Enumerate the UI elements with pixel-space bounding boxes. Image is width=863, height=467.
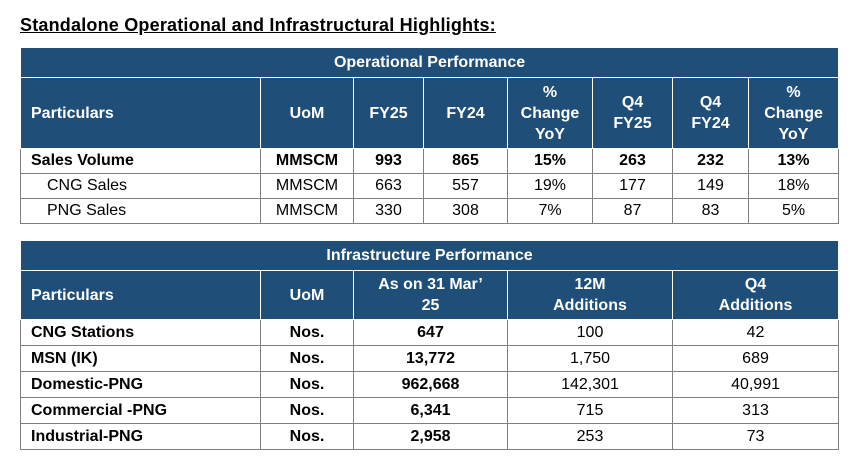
table-row: CNG Sales MMSCM 663 557 19% 177 149 18% (20, 173, 840, 199)
header-text-line: YoY (535, 125, 565, 143)
header-text-line: Change (520, 104, 580, 122)
header-row: Particulars UoM As on 31 Mar’ 25 12M Addition… (20, 270, 840, 320)
header-text-line: % (786, 83, 801, 101)
header-text-line: Change (764, 104, 823, 122)
column-header: UoM (260, 77, 354, 149)
header-text-line: As on 31 Mar’ (378, 276, 483, 293)
table-cell: Nos. (260, 319, 354, 346)
row-label: Sales Volume (20, 148, 261, 174)
infrastructure-performance-table: Infrastructure Performance Particulars Uo… (19, 240, 840, 450)
header-text-line: % (542, 83, 558, 101)
header-text-line: FY24 (691, 115, 730, 132)
table-row: Sales Volume MMSCM 993 865 15% 263 232 13% (20, 148, 840, 174)
header-text-line: Q4 (699, 94, 722, 111)
header-text-line: Additions (553, 297, 627, 314)
column-header: UoM (260, 270, 354, 320)
table-cell: 100 (507, 319, 673, 346)
table-cell: 177 (592, 173, 673, 199)
table-cell: 83 (672, 198, 749, 224)
row-label: Domestic-PNG (20, 371, 261, 398)
table-cell: MMSCM (260, 148, 354, 174)
table-cell: Nos. (260, 345, 354, 372)
column-header: FY24 (423, 77, 508, 149)
table-cell: 6,341 (353, 397, 508, 424)
table-cell: 19% (507, 173, 593, 199)
row-label: PNG Sales (20, 198, 261, 224)
table-cell: Nos. (260, 423, 354, 450)
column-header: % Change YoY (747, 77, 840, 149)
column-header: Particulars (20, 270, 261, 320)
table-cell: 330 (353, 198, 424, 224)
table-cell: MMSCM (260, 173, 354, 199)
column-header: Q4 FY25 (592, 77, 673, 149)
table-cell: 232 (672, 148, 749, 174)
table-cell: 2,958 (353, 423, 508, 450)
table-cell: 42 (671, 319, 840, 346)
table-cell: 689 (671, 345, 840, 372)
header-text-line: YoY (778, 125, 809, 143)
row-label: MSN (IK) (20, 345, 261, 372)
header-text-line: 25 (421, 297, 440, 314)
column-header: FY25 (353, 77, 424, 149)
table-cell: Nos. (260, 371, 354, 398)
page-title: Standalone Operational and Infrastructur… (20, 15, 496, 35)
table-cell: 647 (353, 319, 508, 346)
column-header: As on 31 Mar’ 25 (353, 270, 508, 320)
table-cell: MMSCM (260, 198, 354, 224)
table-cell: 18% (747, 173, 840, 199)
header-text-line: FY25 (613, 115, 652, 132)
table-cell: 313 (671, 397, 840, 424)
table-cell: 87 (592, 198, 673, 224)
table-cell: 962,668 (353, 371, 508, 398)
column-header: Particulars (20, 77, 261, 149)
table-cell: 663 (353, 173, 424, 199)
table-cell: 1,750 (507, 345, 673, 372)
table-row: Domestic-PNG Nos. 962,668 142,301 40,991 (20, 371, 840, 398)
table-cell: 263 (592, 148, 673, 174)
header-text-line: Q4 (744, 276, 767, 293)
table-cell: 993 (353, 148, 424, 174)
row-label: CNG Stations (20, 319, 261, 346)
column-header: 12M Additions (507, 270, 673, 320)
table-cell: 253 (507, 423, 673, 450)
column-header: Q4 FY24 (672, 77, 749, 149)
table-cell: 715 (507, 397, 673, 424)
table-row: CNG Stations Nos. 647 100 42 (20, 319, 840, 346)
row-label: CNG Sales (20, 173, 261, 199)
table-row: Commercial -PNG Nos. 6,341 715 313 (20, 397, 840, 424)
row-label: Industrial-PNG (20, 423, 261, 450)
table-cell: 40,991 (671, 371, 840, 398)
row-label: Commercial -PNG (20, 397, 261, 424)
column-header: % Change YoY (507, 77, 593, 149)
table-cell: 13,772 (353, 345, 508, 372)
table-row: MSN (IK) Nos. 13,772 1,750 689 (20, 345, 840, 372)
table-cell: 5% (747, 198, 840, 224)
header-text-line: Q4 (621, 94, 644, 111)
table-row: Industrial-PNG Nos. 2,958 253 73 (20, 423, 840, 450)
table-caption: Operational Performance (19, 47, 840, 78)
table-cell: 865 (423, 148, 508, 174)
table-cell: 557 (423, 173, 508, 199)
operational-performance-table: Operational Performance Particulars UoM FY… (19, 47, 840, 224)
header-text-line: 12M (574, 276, 606, 293)
header-text-line: Additions (718, 297, 793, 314)
table-caption: Infrastructure Performance (19, 240, 840, 271)
table-cell: 308 (423, 198, 508, 224)
table-cell: Nos. (260, 397, 354, 424)
table-cell: 142,301 (507, 371, 673, 398)
table-cell: 7% (507, 198, 593, 224)
header-row: Particulars UoM FY25 FY24% Change YoY Q4 FY25 Q4… (20, 77, 840, 149)
table-cell: 13% (747, 148, 840, 174)
table-cell: 15% (507, 148, 593, 174)
table-cell: 149 (672, 173, 749, 199)
column-header: Q4 Additions (671, 270, 840, 320)
table-cell: 73 (671, 423, 840, 450)
table-row: PNG Sales MMSCM 330 308 7% 87 83 5% (20, 198, 840, 224)
